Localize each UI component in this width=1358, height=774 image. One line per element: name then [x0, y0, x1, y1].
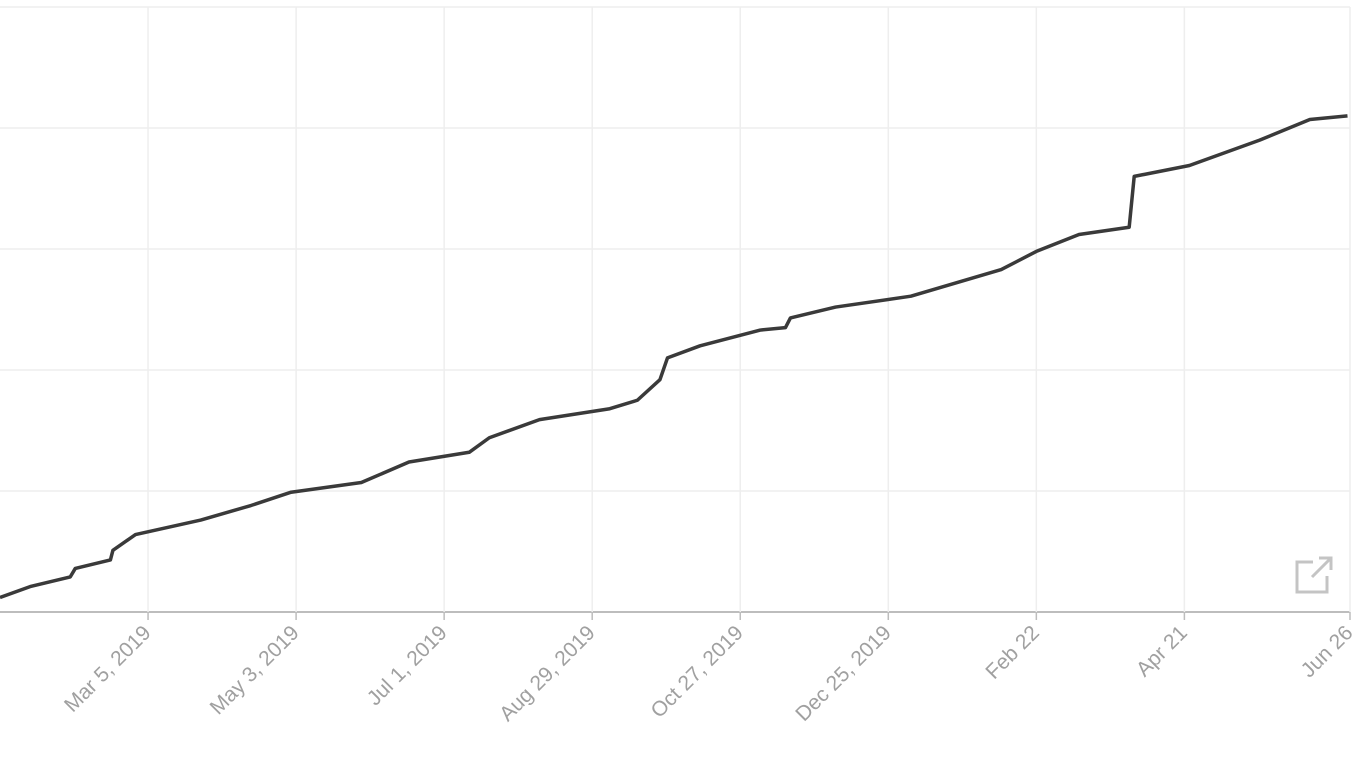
- icon-box: [1295, 560, 1329, 594]
- x-tick-label: Oct 27, 2019: [646, 621, 747, 722]
- x-tick-label: Apr 21: [1132, 621, 1192, 681]
- x-tick-label: Aug 29, 2019: [495, 621, 600, 726]
- x-tick-label: Dec 25, 2019: [791, 621, 896, 726]
- x-tick-label: Mar 5, 2019: [60, 621, 156, 717]
- x-tick-label: May 3, 2019: [206, 621, 304, 719]
- data-line: [0, 114, 1348, 600]
- open-external-icon[interactable]: [1295, 556, 1333, 594]
- x-tick-label: Jun 26: [1297, 621, 1358, 682]
- icon-arrow: [1310, 556, 1333, 579]
- x-tick-label: Jul 1, 2019: [363, 621, 452, 710]
- x-tick-label: Feb 22: [981, 621, 1044, 684]
